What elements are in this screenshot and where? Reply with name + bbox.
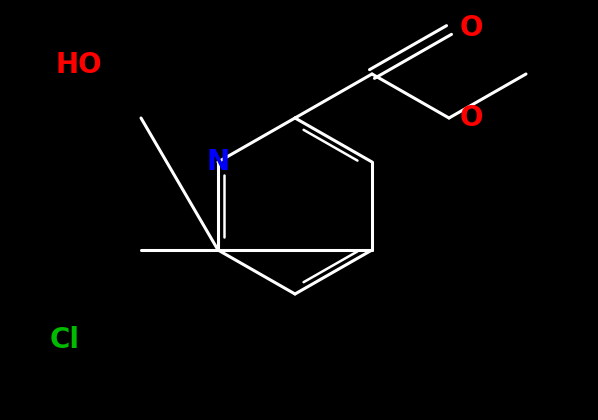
Text: Cl: Cl: [50, 326, 80, 354]
Text: HO: HO: [55, 51, 102, 79]
Text: O: O: [460, 104, 484, 132]
Text: O: O: [460, 14, 484, 42]
Text: N: N: [206, 148, 230, 176]
